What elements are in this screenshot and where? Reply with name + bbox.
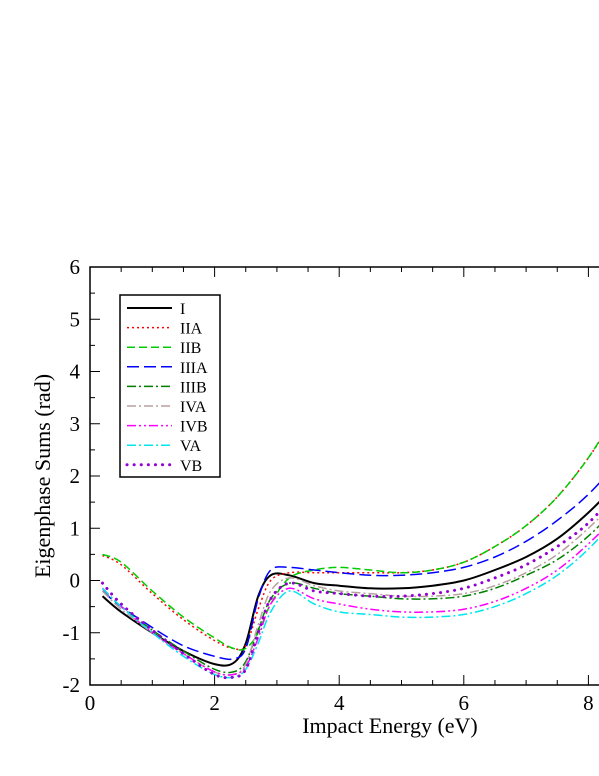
legend-label: IVA [180, 399, 207, 416]
y-tick-label: -2 [63, 673, 81, 697]
y-tick-label: 4 [70, 360, 81, 384]
series-line-vb [101, 509, 599, 680]
series-line-iib [102, 440, 599, 651]
legend-label: IIA [180, 321, 203, 338]
legend-label: IIIA [180, 360, 208, 377]
series-line-iia [102, 440, 599, 651]
x-tick-label: 4 [334, 691, 345, 715]
series-line-iiia [102, 482, 599, 661]
legend-label: IIB [180, 340, 201, 357]
y-tick-label: 3 [70, 412, 81, 436]
series-line-va [101, 537, 599, 679]
y-axis-title: Eigenphase Sums (rad) [30, 374, 55, 578]
series-line-iiib [101, 524, 599, 674]
x-tick-label: 0 [85, 691, 96, 715]
legend-label: IIIB [180, 379, 207, 396]
y-tick-label: 6 [70, 255, 81, 279]
y-tick-label: -1 [63, 621, 81, 645]
series-line-i [101, 500, 599, 667]
y-tick-label: 0 [70, 569, 81, 593]
tick-labels: 0 2 4 6 8 -2 -1 0 1 2 3 4 5 6 [63, 255, 594, 715]
x-tick-label: 8 [583, 691, 594, 715]
y-tick-label: 2 [70, 464, 81, 488]
x-axis-title: Impact Energy (eV) [302, 713, 478, 738]
series-lines [101, 440, 599, 680]
y-tick-label: 5 [70, 307, 81, 331]
series-line-ivb [101, 532, 599, 676]
axis-ticks [89, 266, 589, 686]
series-line-iva [101, 516, 599, 676]
legend-label: I [180, 301, 185, 318]
x-tick-label: 6 [459, 691, 470, 715]
legend-label: VA [180, 438, 201, 455]
x-tick-label: 2 [209, 691, 220, 715]
legend-label: IVB [180, 419, 208, 436]
legend-label: VB [180, 458, 202, 475]
y-tick-label: 1 [70, 516, 81, 540]
